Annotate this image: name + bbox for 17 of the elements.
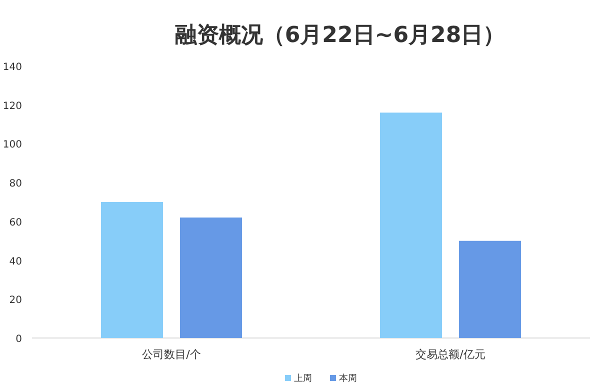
chart-title: 融资概况（6月22日~6月28日） [174, 23, 506, 48]
y-tick-label: 120 [2, 100, 22, 112]
y-tick-label: 60 [9, 217, 22, 228]
y-tick-label: 80 [9, 178, 22, 190]
y-tick-label: 100 [2, 140, 22, 151]
bar [459, 240, 521, 338]
y-tick-label: 0 [16, 334, 22, 345]
y-tick-label: 140 [2, 62, 22, 73]
legend-label: 上周 [294, 373, 312, 384]
bar [101, 202, 163, 338]
x-tick-label: 交易总额/亿元 [416, 348, 486, 361]
x-tick-label: 公司数目/个 [142, 348, 201, 361]
y-tick-label: 40 [9, 256, 22, 268]
bar [180, 218, 242, 338]
legend-label: 本周 [339, 373, 357, 384]
bar [380, 112, 442, 338]
y-tick-label: 20 [9, 295, 22, 306]
